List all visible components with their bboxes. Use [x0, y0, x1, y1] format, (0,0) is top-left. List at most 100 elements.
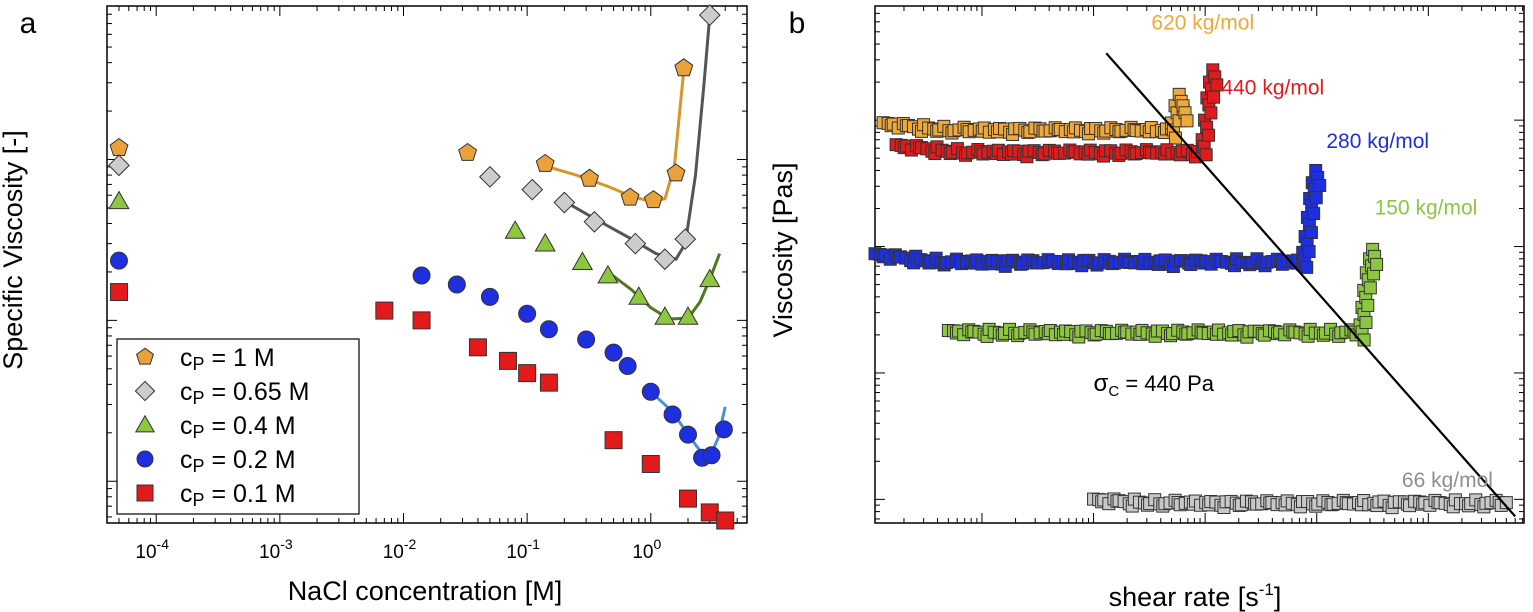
legend-label-rest: = 1 M: [205, 344, 275, 372]
legend-label-sub: P: [193, 456, 205, 476]
panel-letter-a: a: [20, 7, 37, 40]
data-point: [1180, 114, 1194, 128]
data-point: [699, 268, 721, 288]
panel-letter-b: b: [789, 7, 806, 40]
legend-label-sub: P: [193, 388, 205, 408]
legend-marker: [136, 347, 154, 365]
data-point: [109, 283, 128, 302]
data-point: [1363, 281, 1377, 295]
data-point: [468, 338, 487, 357]
data-point: [1313, 179, 1327, 193]
data-point: [1204, 106, 1218, 120]
chart-a: 10-4 10-3 10-2 10-1 100 NaCl concentration […: [0, 4, 748, 606]
data-point: [580, 168, 600, 187]
data-point: [535, 153, 555, 172]
chart-b-xlabel-exp: -1: [1259, 580, 1274, 599]
critical-stress-label-part: C: [1108, 383, 1119, 400]
data-point: [412, 311, 431, 330]
chart-b-xlabel-close: ]: [1274, 582, 1282, 612]
data-point: [628, 286, 650, 305]
legend-label-rest: = 0.2 M: [205, 446, 296, 474]
legend-label-sub: P: [193, 490, 205, 510]
series-label: 620 kg/mol: [1151, 12, 1254, 35]
chart-a-frame: [106, 5, 748, 524]
data-point: [109, 251, 128, 270]
data-point: [1202, 128, 1216, 142]
data-point: [604, 343, 623, 362]
critical-stress-line: [1105, 52, 1516, 518]
series-label: 150 kg/mol: [1375, 196, 1478, 219]
data-point: [583, 210, 606, 233]
data-point: [1207, 90, 1221, 104]
x-tick-label: 100: [632, 536, 661, 563]
x-tick-exponent: -4: [157, 536, 170, 552]
x-tick-label: 10-3: [259, 536, 293, 563]
data-point: [1199, 148, 1213, 162]
legend-label-rest: = 0.65 M: [205, 378, 310, 406]
legend-label-rest: = 0.4 M: [205, 412, 296, 440]
data-point: [1361, 298, 1375, 312]
data-point: [677, 306, 699, 325]
data-point: [700, 503, 719, 522]
data-point: [716, 511, 735, 530]
data-point: [641, 454, 660, 473]
data-point: [534, 232, 556, 252]
chart-a-ylabel: Specific Viscosity [-]: [0, 130, 28, 370]
data-point: [643, 190, 663, 209]
data-point: [108, 190, 130, 210]
data-point: [1304, 225, 1318, 239]
legend-label: cP = 1 M: [180, 344, 275, 374]
legend-label-main: c: [180, 378, 193, 406]
data-point: [375, 301, 394, 320]
fit-line: [544, 69, 686, 203]
data-point: [702, 446, 721, 465]
chart-b-xlabel: shear rate [s-1]: [1109, 580, 1282, 612]
data-point: [458, 142, 478, 161]
data-point: [653, 248, 676, 271]
legend-label-main: c: [180, 480, 193, 508]
chart-a-xlabel: NaCl concentration [M]: [288, 576, 563, 606]
x-tick-exponent: -1: [527, 536, 540, 552]
x-tick-base: 10: [506, 542, 527, 563]
x-tick-base: 10: [383, 542, 404, 563]
data-point: [479, 165, 501, 188]
x-tick-base: 10: [259, 542, 280, 563]
data-point: [1309, 191, 1323, 205]
legend-label: cP = 0.2 M: [180, 446, 296, 476]
chart-b-frame: [874, 5, 1525, 524]
x-tick-label: 10-1: [506, 536, 540, 563]
data-point: [597, 264, 619, 284]
x-tick-exponent: -2: [404, 536, 417, 552]
data-point: [571, 251, 594, 271]
data-point: [412, 266, 431, 285]
data-point: [679, 489, 698, 508]
data-point: [618, 357, 637, 376]
data-point: [1359, 315, 1373, 329]
data-point: [674, 58, 694, 77]
series-label: 440 kg/mol: [1221, 76, 1324, 99]
data-point: [654, 306, 676, 325]
data-point: [1210, 78, 1224, 92]
x-tick-base: 10: [632, 542, 653, 563]
legend-label: cP = 0.4 M: [180, 412, 296, 442]
data-point: [663, 405, 682, 424]
data-point: [518, 364, 537, 383]
x-tick-exponent: 0: [653, 536, 661, 552]
legend-label-main: c: [180, 412, 193, 440]
data-point: [714, 420, 733, 439]
data-point: [674, 228, 697, 251]
data-point: [1300, 260, 1314, 274]
chart-b-ylabel: Viscosity [Pas]: [768, 162, 798, 337]
critical-stress-label: σC = 440 Pa: [1094, 370, 1215, 400]
legend-label-sub: P: [193, 354, 205, 374]
x-tick-label: 10-2: [383, 536, 417, 563]
data-point: [698, 4, 721, 27]
data-point: [1168, 131, 1182, 145]
data-point: [109, 137, 129, 156]
data-point: [480, 287, 499, 306]
data-point: [577, 330, 596, 349]
legend-label-rest: = 0.1 M: [205, 480, 296, 508]
critical-stress-label-part: σ: [1094, 370, 1109, 397]
data-point: [1302, 245, 1316, 259]
